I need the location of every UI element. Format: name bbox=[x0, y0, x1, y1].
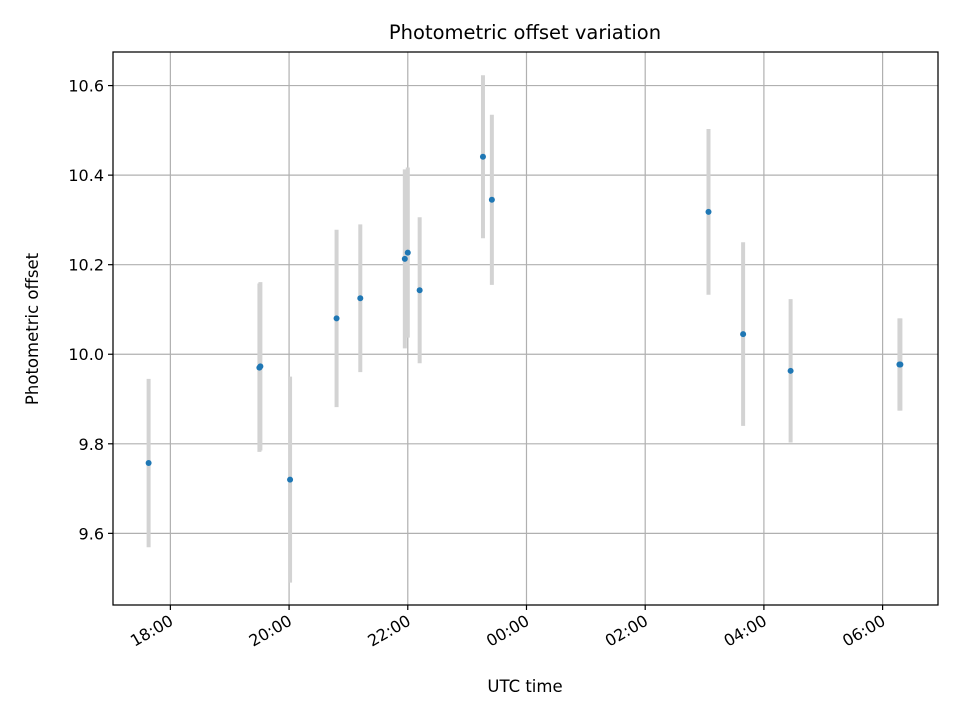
chart-title: Photometric offset variation bbox=[389, 21, 661, 44]
y-tick-label: 10.2 bbox=[68, 256, 104, 275]
y-tick-label: 10.4 bbox=[68, 166, 104, 185]
x-axis-title: UTC time bbox=[487, 677, 562, 696]
data-points bbox=[145, 153, 904, 483]
data-point bbox=[416, 287, 423, 294]
data-point bbox=[404, 249, 411, 256]
grid bbox=[113, 52, 938, 605]
data-point bbox=[740, 331, 747, 338]
y-axis-ticks: 9.6 9.8 10.0 10.2 10.4 10.6 bbox=[68, 77, 113, 543]
data-point bbox=[333, 315, 340, 322]
data-point bbox=[145, 460, 152, 467]
data-point bbox=[479, 153, 486, 160]
data-point bbox=[897, 361, 904, 368]
data-point bbox=[401, 255, 408, 262]
data-point bbox=[357, 295, 364, 302]
data-point bbox=[257, 363, 264, 370]
data-point bbox=[488, 196, 495, 203]
data-point bbox=[287, 476, 294, 483]
plot-frame bbox=[112, 51, 939, 606]
y-tick-label: 10.0 bbox=[68, 345, 104, 364]
data-point bbox=[705, 208, 712, 215]
y-axis-title: Photometric offset bbox=[23, 252, 42, 405]
data-point bbox=[787, 367, 794, 374]
y-tick-label: 9.6 bbox=[79, 524, 104, 543]
y-tick-label: 9.8 bbox=[79, 435, 104, 454]
y-tick-label: 10.6 bbox=[68, 77, 104, 96]
